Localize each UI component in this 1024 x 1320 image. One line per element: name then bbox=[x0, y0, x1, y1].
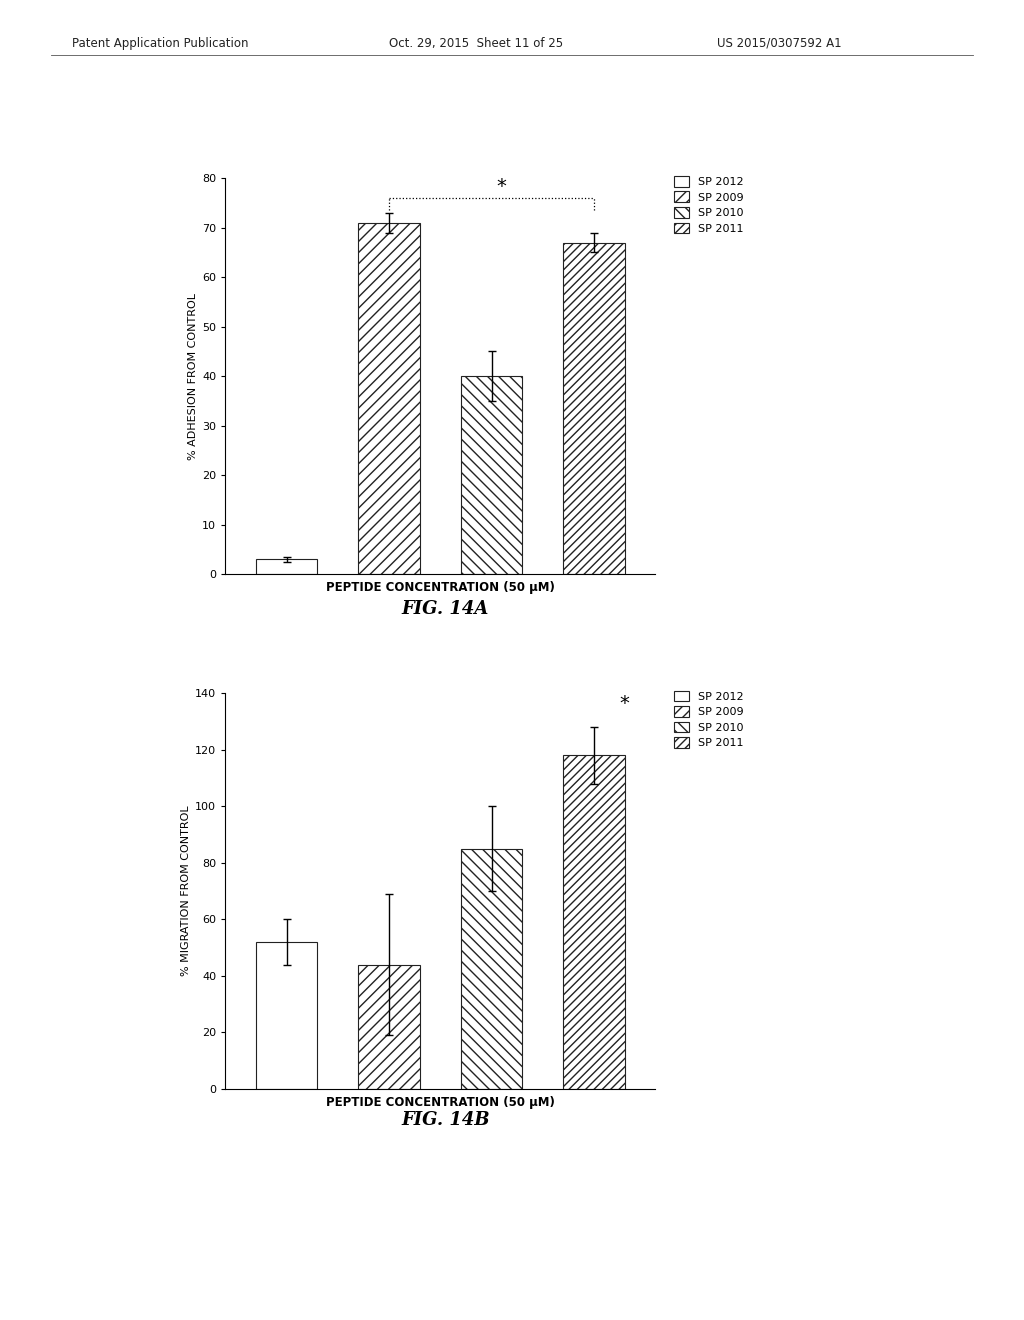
Legend: SP 2012, SP 2009, SP 2010, SP 2011: SP 2012, SP 2009, SP 2010, SP 2011 bbox=[674, 690, 743, 748]
Legend: SP 2012, SP 2009, SP 2010, SP 2011: SP 2012, SP 2009, SP 2010, SP 2011 bbox=[674, 176, 743, 234]
Text: Patent Application Publication: Patent Application Publication bbox=[72, 37, 248, 50]
Text: *: * bbox=[620, 694, 630, 713]
Text: FIG. 14A: FIG. 14A bbox=[401, 599, 489, 618]
Bar bbox=[256, 560, 317, 574]
Bar bbox=[256, 942, 317, 1089]
Bar bbox=[461, 376, 522, 574]
Y-axis label: % MIGRATION FROM CONTROL: % MIGRATION FROM CONTROL bbox=[181, 805, 190, 977]
Bar bbox=[563, 243, 625, 574]
Text: US 2015/0307592 A1: US 2015/0307592 A1 bbox=[717, 37, 842, 50]
Text: Oct. 29, 2015  Sheet 11 of 25: Oct. 29, 2015 Sheet 11 of 25 bbox=[389, 37, 563, 50]
Bar bbox=[563, 755, 625, 1089]
Bar bbox=[461, 849, 522, 1089]
Text: *: * bbox=[497, 177, 507, 195]
Bar bbox=[358, 965, 420, 1089]
Y-axis label: % ADHESION FROM CONTROL: % ADHESION FROM CONTROL bbox=[188, 293, 198, 459]
Bar bbox=[358, 223, 420, 574]
X-axis label: PEPTIDE CONCENTRATION (50 μM): PEPTIDE CONCENTRATION (50 μM) bbox=[326, 1096, 555, 1109]
Text: FIG. 14B: FIG. 14B bbox=[401, 1110, 489, 1129]
X-axis label: PEPTIDE CONCENTRATION (50 μM): PEPTIDE CONCENTRATION (50 μM) bbox=[326, 581, 555, 594]
